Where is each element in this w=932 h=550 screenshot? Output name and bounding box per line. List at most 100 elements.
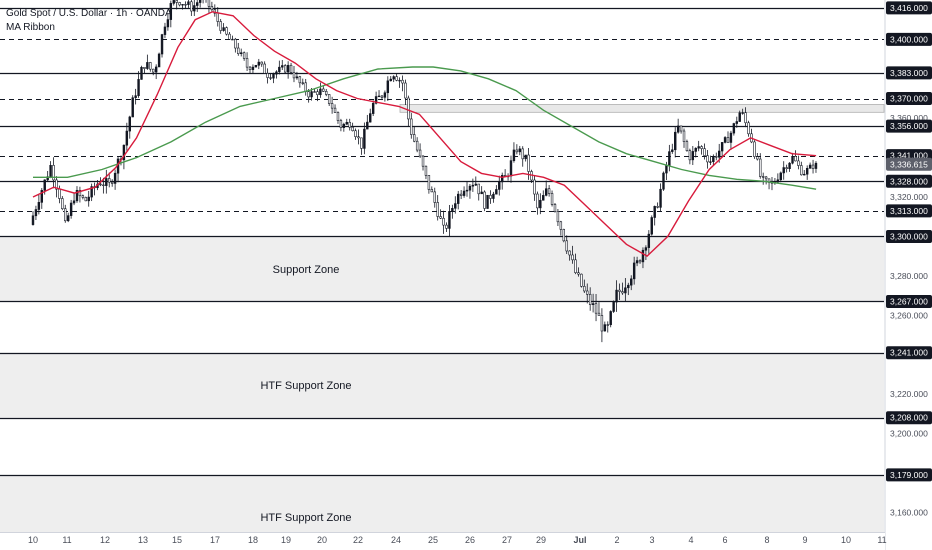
candle-body <box>319 88 322 96</box>
candle-body <box>184 4 187 6</box>
candle <box>603 321 607 332</box>
candle <box>330 96 334 114</box>
candle <box>632 256 636 285</box>
y-tick-label-3320: 3,320.000 <box>890 192 928 202</box>
candle <box>691 146 695 165</box>
chart-legend: Gold Spot / U.S. Dollar · 1h · OANDA MA … <box>6 7 172 35</box>
candle <box>668 144 671 172</box>
candle <box>413 126 416 143</box>
price-badge-3267 <box>886 294 932 308</box>
candle-body <box>415 140 419 151</box>
candle-body <box>407 97 410 120</box>
candle <box>202 0 204 4</box>
x-tick-label-5: 17 <box>210 535 220 545</box>
candles-layer <box>31 0 818 343</box>
candle <box>69 199 73 219</box>
candle-body <box>544 188 548 196</box>
candle-body <box>196 2 199 6</box>
candle <box>477 183 480 201</box>
candle <box>539 193 542 215</box>
candle <box>313 88 316 93</box>
x-tick-label-21: 9 <box>802 535 807 545</box>
candle-body <box>583 286 586 292</box>
indicator-label: MA Ribbon <box>6 22 55 33</box>
candle-body <box>706 155 709 163</box>
candle <box>383 90 387 102</box>
candle-body <box>477 183 480 195</box>
price-badge-label-3313: 3,313.000 <box>890 206 928 216</box>
candle <box>90 183 93 202</box>
candle <box>231 35 234 41</box>
candle-body <box>125 130 129 146</box>
candle-body <box>700 146 703 149</box>
y-tick-label-3360: 3,360.000 <box>890 113 928 123</box>
candle <box>213 4 217 17</box>
candle-body <box>90 186 93 198</box>
candle-body <box>632 262 636 280</box>
y-tick-label-3200: 3,200.000 <box>890 428 928 438</box>
candle <box>257 58 261 70</box>
candle-body <box>682 130 686 142</box>
candle-body <box>122 144 126 161</box>
candle-body <box>674 131 677 151</box>
candle <box>52 157 55 189</box>
price-badge-3400 <box>886 32 932 46</box>
y-axis-background <box>885 0 932 550</box>
candle-body <box>413 134 416 142</box>
candle <box>143 67 146 74</box>
candle-body <box>691 151 695 161</box>
candle <box>175 0 178 10</box>
candle <box>465 181 469 197</box>
candle <box>676 118 680 134</box>
candle-body <box>454 203 457 209</box>
candle <box>190 0 193 16</box>
candle <box>66 212 70 223</box>
candle-body <box>741 112 744 114</box>
candle <box>169 0 173 28</box>
price-badge-3208 <box>886 411 932 425</box>
candle-body <box>439 216 442 219</box>
candle <box>641 247 645 269</box>
candle-body <box>336 112 340 121</box>
candle-body <box>562 229 565 242</box>
support-zone-2 <box>0 474 884 532</box>
candle-body <box>627 284 630 289</box>
candle <box>811 159 815 174</box>
levels-layer <box>0 7 884 477</box>
candle <box>685 139 689 152</box>
candle <box>577 267 580 277</box>
price-badge-label-3356: 3,356.000 <box>890 121 928 131</box>
candle <box>436 195 439 221</box>
candle <box>134 88 137 105</box>
candle <box>125 122 129 151</box>
candle <box>600 308 604 343</box>
candle-body <box>489 194 492 199</box>
candle <box>366 114 369 130</box>
candle-body <box>66 215 70 222</box>
candle <box>407 95 410 127</box>
price-badge-3416 <box>886 1 932 15</box>
x-tick-label-17: 3 <box>649 535 654 545</box>
candle <box>102 177 105 194</box>
candle-body <box>392 76 395 80</box>
candle <box>49 161 52 179</box>
candle-body <box>37 202 41 210</box>
candle-body <box>433 191 436 203</box>
candle <box>354 128 357 140</box>
candle <box>709 155 712 166</box>
candle <box>395 73 398 82</box>
candle-body <box>316 91 319 96</box>
candle-body <box>665 165 668 174</box>
candle-body <box>193 5 196 12</box>
price-badge-label-3328: 3,328.000 <box>890 176 928 186</box>
candle-body <box>747 122 750 135</box>
candle-body <box>457 193 460 204</box>
candle <box>292 66 296 83</box>
candle <box>210 1 214 13</box>
candle <box>216 7 219 27</box>
support-zone-1 <box>0 352 884 418</box>
candle-body <box>436 202 439 217</box>
candle <box>770 176 774 191</box>
